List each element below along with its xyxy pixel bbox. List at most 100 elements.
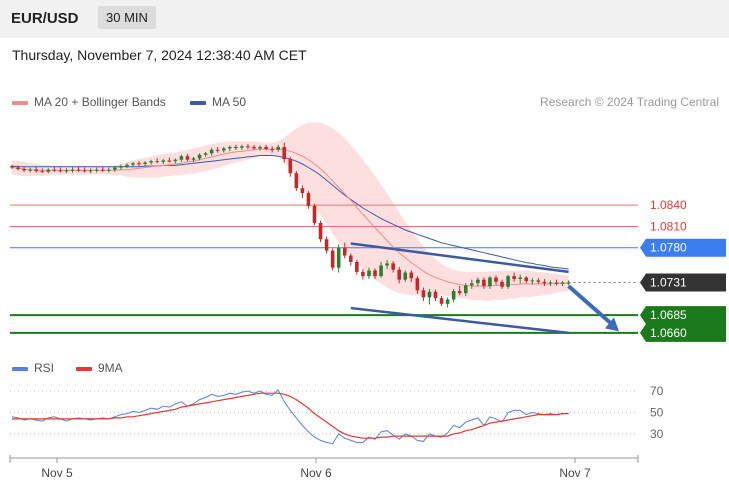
candle-body xyxy=(330,250,335,268)
candle-body xyxy=(482,279,486,287)
candle-body xyxy=(318,222,323,240)
candle-body xyxy=(234,146,238,148)
candle-body xyxy=(173,159,178,162)
candle-body xyxy=(488,277,492,287)
candle-body xyxy=(52,169,57,171)
candle-body xyxy=(276,146,280,150)
candle-body xyxy=(288,159,293,174)
forecast-arrow-head-icon xyxy=(605,317,619,332)
candle-body xyxy=(113,167,117,170)
candle-body xyxy=(367,270,371,277)
level-tag-1.0660: 1.0660 xyxy=(640,323,726,342)
candle-body xyxy=(324,239,329,251)
rsi-tick-70: 70 xyxy=(650,384,664,398)
legend-ma50: MA 50 xyxy=(190,95,246,109)
x-tick-label: Nov 6 xyxy=(300,466,332,480)
candle-body xyxy=(476,279,480,284)
candle-body xyxy=(179,156,184,160)
credit-label: Research © 2024 Trading Central xyxy=(540,95,719,109)
ma50-swatch-icon xyxy=(190,100,206,105)
x-tick-label: Nov 7 xyxy=(559,466,591,480)
candle-body xyxy=(161,160,166,162)
candle-body xyxy=(415,278,420,291)
legend-9ma: 9MA xyxy=(76,361,123,375)
candle-body xyxy=(403,272,408,280)
candle-body xyxy=(542,281,547,284)
candle-body xyxy=(409,272,414,279)
candle-body xyxy=(185,156,190,160)
candle-body xyxy=(566,282,571,284)
candle-body xyxy=(500,281,504,287)
candle-body xyxy=(451,291,456,300)
candle-body xyxy=(246,146,250,148)
candle-body xyxy=(125,164,129,167)
candle-body xyxy=(518,277,522,279)
rsi-9ma-line xyxy=(12,392,569,439)
level-label-1.0731: 1.0731 xyxy=(650,276,687,290)
candle-body xyxy=(421,290,426,298)
candle-body xyxy=(361,271,365,277)
channel-lower-line xyxy=(350,306,569,335)
candle-body xyxy=(554,282,559,284)
candle-body xyxy=(457,291,462,294)
candle-body xyxy=(228,146,232,149)
candle-body xyxy=(391,263,395,270)
candle-body xyxy=(294,173,299,189)
candle-body xyxy=(94,169,99,171)
candle-body xyxy=(379,265,383,277)
candle-body xyxy=(445,299,450,304)
candle-body xyxy=(46,169,51,172)
candle-body xyxy=(137,163,141,165)
candle-body xyxy=(282,146,287,160)
level-label-1.0840: 1.0840 xyxy=(650,198,687,212)
candle-body xyxy=(64,170,69,172)
level-label-1.0660: 1.0660 xyxy=(650,326,687,340)
candle-body xyxy=(433,291,438,299)
ma20-legend-label: MA 20 + Bollinger Bands xyxy=(34,95,166,109)
rsi-tick-50: 50 xyxy=(650,406,664,420)
rsi-legend-label: RSI xyxy=(34,361,55,375)
candle-body xyxy=(300,188,305,194)
level-tag-bg xyxy=(640,238,726,257)
candle-body xyxy=(191,158,196,160)
candle-body xyxy=(221,148,226,151)
channel-upper-line xyxy=(350,242,569,274)
candle-body xyxy=(494,277,498,282)
candle-body xyxy=(167,160,172,162)
symbol-label: EUR/USD xyxy=(11,10,79,27)
candle-body xyxy=(506,276,510,287)
candle-body xyxy=(240,146,244,148)
level-label-1.0810: 1.0810 xyxy=(650,219,687,233)
candle-body xyxy=(439,298,444,304)
candle-body xyxy=(34,169,38,172)
candle-body xyxy=(58,170,63,172)
candle-body xyxy=(312,205,317,223)
candle-body xyxy=(203,153,208,155)
9ma-legend-label: 9MA xyxy=(98,361,123,375)
candle-body xyxy=(82,170,87,172)
timeframe-button[interactable]: 30 MIN xyxy=(98,6,156,29)
candle-body xyxy=(548,282,553,284)
candle-body xyxy=(373,270,377,277)
level-tag-1.0685: 1.0685 xyxy=(640,306,726,325)
candle-body xyxy=(155,161,159,163)
level-tag-bg xyxy=(640,323,726,342)
candle-body xyxy=(70,169,75,171)
candle-body xyxy=(470,283,474,286)
level-tag-1.0731: 1.0731 xyxy=(640,273,726,292)
candle-body xyxy=(463,285,468,294)
9ma-swatch-icon xyxy=(76,366,92,371)
candle-body xyxy=(355,261,359,272)
candle-body xyxy=(306,193,311,206)
candle-body xyxy=(342,247,347,256)
candle-body xyxy=(252,146,256,149)
candle-body xyxy=(16,167,20,169)
candle-body xyxy=(349,255,353,262)
candle-body xyxy=(40,171,45,173)
level-label-1.0685: 1.0685 xyxy=(650,308,687,322)
forecast-arrow-shaft xyxy=(567,284,613,325)
candle-body xyxy=(131,163,135,165)
candle-body xyxy=(264,146,268,150)
candle-body xyxy=(88,170,93,172)
rsi-swatch-icon xyxy=(12,366,28,371)
